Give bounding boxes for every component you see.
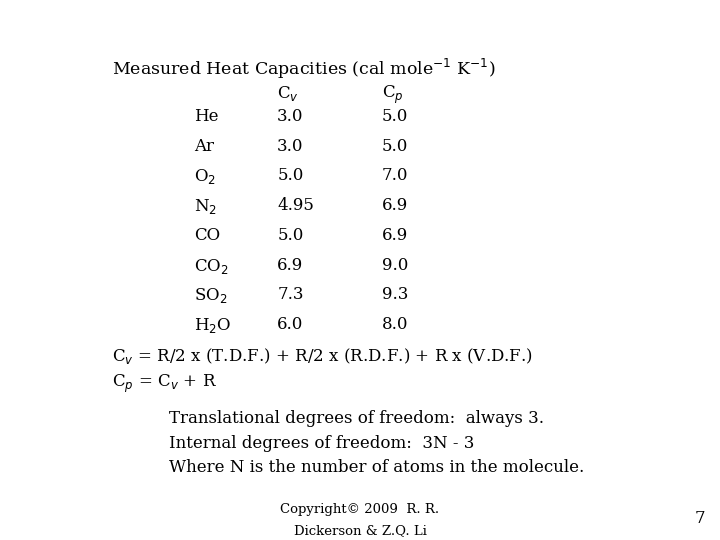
Text: 7: 7 — [695, 510, 706, 527]
Text: He: He — [194, 108, 219, 125]
Text: Where N is the number of atoms in the molecule.: Where N is the number of atoms in the mo… — [169, 459, 585, 476]
Text: Measured Heat Capacities (cal mole$^{-1}$ K$^{-1}$): Measured Heat Capacities (cal mole$^{-1}… — [112, 57, 495, 81]
Text: O$_2$: O$_2$ — [194, 167, 217, 186]
Text: Copyright© 2009  R. R.: Copyright© 2009 R. R. — [280, 503, 440, 516]
Text: CO: CO — [194, 227, 220, 244]
Text: Ar: Ar — [194, 138, 215, 154]
Text: 7.3: 7.3 — [277, 286, 304, 303]
Text: 5.0: 5.0 — [277, 227, 304, 244]
Text: 5.0: 5.0 — [382, 108, 408, 125]
Text: Internal degrees of freedom:  3N - 3: Internal degrees of freedom: 3N - 3 — [169, 435, 474, 451]
Text: 5.0: 5.0 — [277, 167, 304, 184]
Text: Dickerson & Z.Q. Li: Dickerson & Z.Q. Li — [294, 524, 426, 537]
Text: C$_v$ = R/2 x (T.D.F.) + R/2 x (R.D.F.) + R x (V.D.F.): C$_v$ = R/2 x (T.D.F.) + R/2 x (R.D.F.) … — [112, 346, 533, 366]
Text: C$_v$: C$_v$ — [277, 84, 299, 103]
Text: 3.0: 3.0 — [277, 108, 304, 125]
Text: 9.0: 9.0 — [382, 256, 408, 273]
Text: N$_2$: N$_2$ — [194, 197, 217, 216]
Text: 4.95: 4.95 — [277, 197, 314, 214]
Text: H$_2$O: H$_2$O — [194, 316, 232, 335]
Text: 6.0: 6.0 — [277, 316, 304, 333]
Text: C$_p$: C$_p$ — [382, 84, 403, 106]
Text: 7.0: 7.0 — [382, 167, 408, 184]
Text: 5.0: 5.0 — [382, 138, 408, 154]
Text: 8.0: 8.0 — [382, 316, 408, 333]
Text: Translational degrees of freedom:  always 3.: Translational degrees of freedom: always… — [169, 410, 544, 427]
Text: SO$_2$: SO$_2$ — [194, 286, 228, 305]
Text: 9.3: 9.3 — [382, 286, 408, 303]
Text: C$_p$ = C$_v$ + R: C$_p$ = C$_v$ + R — [112, 373, 217, 395]
Text: 3.0: 3.0 — [277, 138, 304, 154]
Text: 6.9: 6.9 — [382, 197, 408, 214]
Text: 6.9: 6.9 — [382, 227, 408, 244]
Text: 6.9: 6.9 — [277, 256, 303, 273]
Text: CO$_2$: CO$_2$ — [194, 256, 229, 275]
